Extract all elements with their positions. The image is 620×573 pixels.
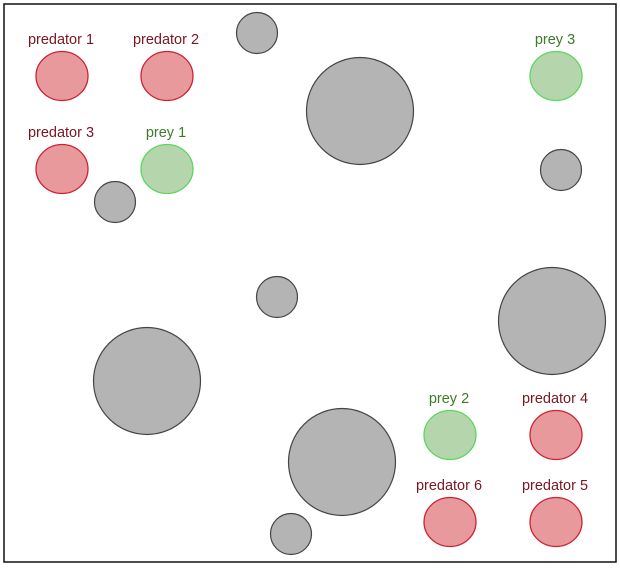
predator-circle <box>529 409 583 461</box>
predator-1: predator 1 <box>28 32 94 102</box>
predator-label: predator 3 <box>28 125 94 141</box>
predator-2: predator 2 <box>133 32 199 102</box>
large-obstacle-circle <box>287 407 397 517</box>
prey-circle <box>423 409 477 461</box>
predator-circle <box>35 50 89 102</box>
prey-1: prey 1 <box>140 125 194 195</box>
predator-6: predator 6 <box>416 478 482 548</box>
prey-2: prey 2 <box>423 391 477 461</box>
small-obstacle-circle <box>539 148 583 192</box>
predator-circle <box>423 496 477 548</box>
prey-circle <box>140 143 194 195</box>
prey-circle <box>529 50 583 102</box>
small-obstacle-circle <box>269 512 313 556</box>
predator-circle <box>35 143 89 195</box>
small-obstacle-circle <box>93 180 137 224</box>
prey-3: prey 3 <box>529 32 583 102</box>
predator-circle <box>529 496 583 548</box>
predator-label: predator 4 <box>522 391 588 407</box>
predator-4: predator 4 <box>522 391 588 461</box>
large-obstacle-circle <box>497 266 607 376</box>
prey-label: prey 1 <box>146 125 186 141</box>
predator-3: predator 3 <box>28 125 94 195</box>
predator-label: predator 5 <box>522 478 588 494</box>
predator-label: predator 1 <box>28 32 94 48</box>
predator-5: predator 5 <box>522 478 588 548</box>
predator-label: predator 2 <box>133 32 199 48</box>
prey-label: prey 3 <box>535 32 575 48</box>
predator-circle <box>140 50 194 102</box>
small-obstacle-circle <box>235 11 279 55</box>
prey-label: prey 2 <box>429 391 469 407</box>
agents-layer: predator 1 predator 2 predator 3 prey 1 prey… <box>28 32 588 548</box>
large-obstacle-circle <box>92 326 202 436</box>
obstacles-layer <box>92 11 607 556</box>
large-obstacle-circle <box>305 56 415 166</box>
predator-label: predator 6 <box>416 478 482 494</box>
small-obstacle-circle <box>255 275 299 319</box>
